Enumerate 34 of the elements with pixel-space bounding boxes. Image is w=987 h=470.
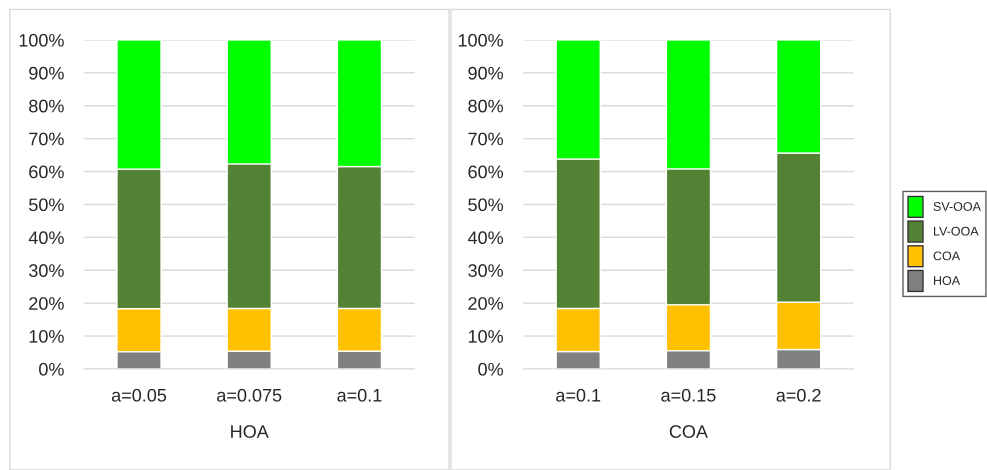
y-tick-label: 90% [468, 66, 504, 80]
x-tick-label: a=0.2 [776, 388, 821, 402]
y-tick-label: 50% [29, 198, 64, 212]
y-tick-label: 20% [29, 297, 64, 310]
y-tick-label: 60% [29, 165, 64, 178]
y-tick-label: 30% [29, 264, 64, 277]
y-tick-label: 100% [20, 34, 64, 47]
y-tick-label: 10% [468, 330, 504, 343]
legend-label: COA [934, 251, 960, 260]
y-tick-label: 0% [478, 362, 504, 376]
y-tick-label: 40% [28, 231, 64, 244]
y-tick-label: 80% [29, 100, 64, 112]
y-tick-label: 60% [468, 165, 504, 178]
y-tick-label: 50% [468, 198, 504, 212]
x-tick-label: a=0.075 [217, 388, 282, 402]
x-tick-label: a=0.1 [556, 388, 600, 402]
legend-label: LV-OOA [934, 226, 979, 236]
x-axis-title: COA [670, 425, 708, 438]
y-tick-label: 10% [30, 330, 64, 343]
y-tick-label: 30% [468, 264, 504, 277]
y-tick-label: 100% [458, 34, 504, 47]
legend-label: SV-OOA [934, 202, 981, 211]
x-tick-label: a=0.1 [337, 388, 382, 402]
y-tick-label: 70% [468, 132, 504, 146]
legend-label: HOA [934, 276, 960, 285]
x-tick-label: a=0.15 [661, 388, 716, 402]
y-tick-label: 90% [29, 66, 64, 80]
y-tick-label: 0% [39, 362, 64, 376]
x-axis-title: HOA [231, 425, 269, 438]
y-tick-label: 40% [468, 231, 504, 244]
y-tick-label: 20% [468, 297, 504, 310]
x-tick-label: a=0.05 [112, 388, 166, 402]
y-tick-label: 70% [29, 132, 64, 146]
y-tick-label: 80% [468, 100, 504, 112]
